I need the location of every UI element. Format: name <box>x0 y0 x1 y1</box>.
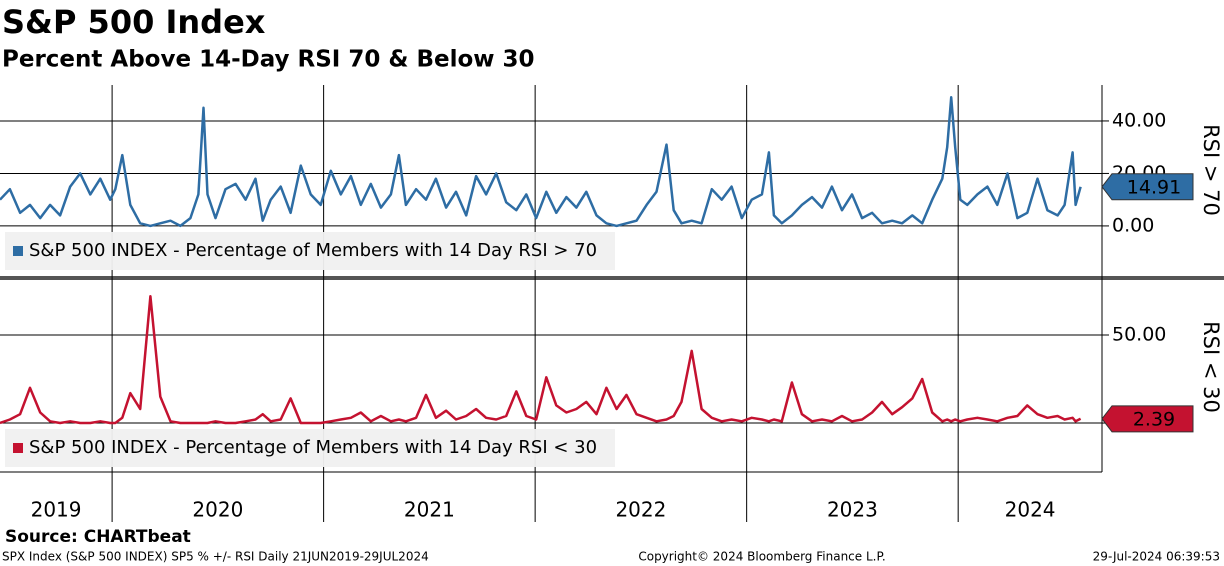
legend-box <box>5 429 615 467</box>
y-tick-label: 50.00 <box>1112 324 1166 346</box>
last-value-label: 2.39 <box>1133 408 1175 430</box>
source: Source: CHARTbeat <box>5 527 191 547</box>
last-value-box <box>1101 405 1194 433</box>
legend-box <box>5 232 615 270</box>
series-line <box>0 295 1082 425</box>
y-axis-label: RSI > 70 <box>1199 124 1223 216</box>
last-value-box <box>1101 173 1194 201</box>
x-tick-label: 2019 <box>31 498 82 522</box>
panel-separator <box>0 276 1224 280</box>
x-tick-label: 2023 <box>827 498 878 522</box>
chart-title: S&P 500 Index <box>2 3 266 41</box>
y-tick-label: 40.00 <box>1112 109 1166 131</box>
x-tick-label: 2021 <box>404 498 455 522</box>
x-tick-label: 2020 <box>192 498 243 522</box>
footer-left: SPX Index (S&P 500 INDEX) SP5 % +/- RSI … <box>2 550 429 564</box>
x-tick-label: 2022 <box>615 498 666 522</box>
x-tick-label: 2024 <box>1005 498 1056 522</box>
y-axis-label: RSI < 30 <box>1199 321 1223 413</box>
timestamp: 29-Jul-2024 06:39:53 <box>1093 550 1220 564</box>
series-line <box>0 96 1082 228</box>
y-tick-label: 0.00 <box>1112 214 1154 236</box>
chart-subtitle: Percent Above 14-Day RSI 70 & Below 30 <box>2 47 535 73</box>
legend-label: S&P 500 INDEX - Percentage of Members wi… <box>29 240 597 261</box>
copyright: Copyright© 2024 Bloomberg Finance L.P. <box>638 550 885 564</box>
legend-swatch <box>13 246 23 256</box>
last-value-label: 14.91 <box>1127 176 1181 198</box>
legend-label: S&P 500 INDEX - Percentage of Members wi… <box>29 437 597 458</box>
legend-swatch <box>13 443 23 453</box>
